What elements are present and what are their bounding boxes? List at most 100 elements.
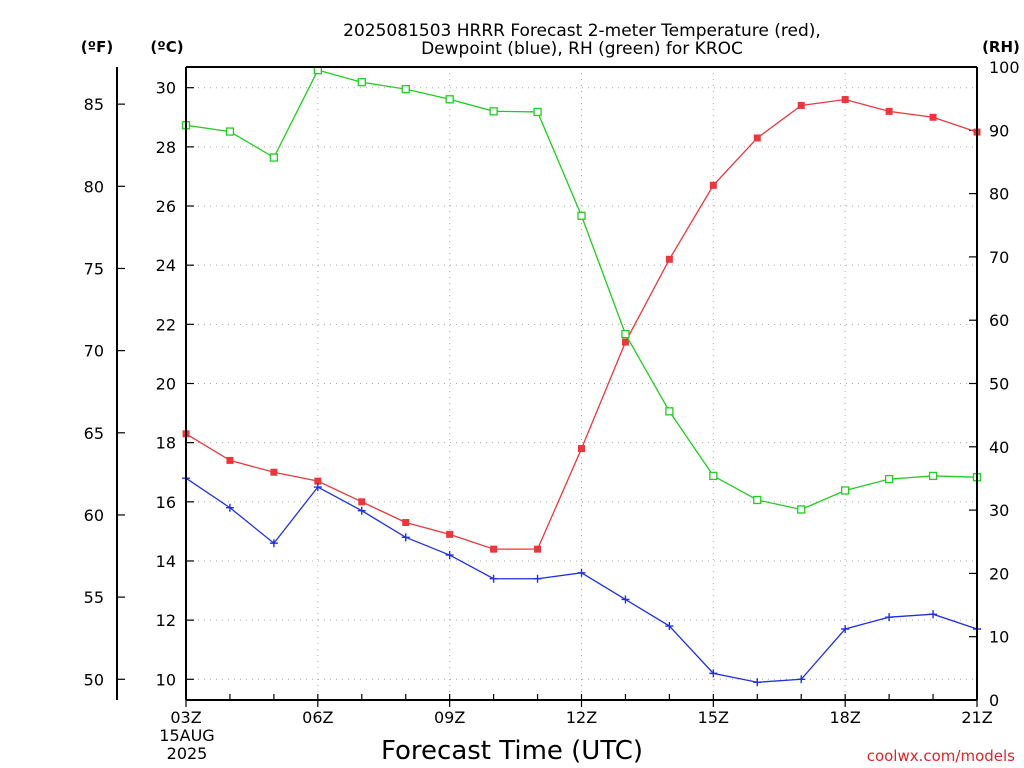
dewpoint-point: [709, 669, 718, 678]
grid-lines: [186, 67, 977, 700]
time-tick-label: 09Z: [434, 708, 465, 727]
temperature-point: [534, 545, 542, 553]
temperature-point: [665, 255, 673, 263]
rh-point: [577, 211, 586, 220]
fahrenheit-tick-label: 75: [84, 259, 104, 278]
celsius-tick-label: 26: [156, 197, 176, 216]
time-tick-label: 03Z: [170, 708, 201, 727]
celsius-tick-label: 10: [156, 670, 176, 689]
celsius-tick-label: 22: [156, 315, 176, 334]
dewpoint-point: [621, 595, 630, 604]
credit-link[interactable]: coolwx.com/models: [867, 747, 1015, 765]
chart-title-line-1: 2025081503 HRRR Forecast 2-meter Tempera…: [343, 21, 821, 41]
dewpoint-point: [269, 539, 278, 548]
dewpoint-point: [401, 533, 410, 542]
dewpoint-point: [533, 574, 542, 583]
fahrenheit-tick-label: 50: [84, 670, 104, 689]
dewpoint-point: [841, 625, 850, 634]
rh-point: [928, 471, 938, 481]
rh-tick-label: 70: [989, 248, 1009, 267]
rh-point: [665, 407, 674, 416]
celsius-tick-label: 18: [156, 434, 176, 453]
temperature-point: [490, 545, 498, 553]
time-tick-label: 06Z: [302, 708, 333, 727]
temperature-point: [797, 101, 805, 109]
time-tick-label: 12Z: [566, 708, 597, 727]
time-tick-label: 21Z: [961, 708, 992, 727]
rh-point: [489, 107, 498, 116]
rh-point: [357, 78, 366, 87]
rh-tick-label: 0: [989, 691, 999, 710]
rh-point: [709, 471, 718, 481]
dewpoint-point: [665, 622, 674, 631]
date-label-day: 15AUG: [159, 726, 214, 745]
temperature-point: [578, 445, 585, 453]
rh-point: [401, 85, 410, 94]
fahrenheit-axis: 50 55 60 65 70 75 80 85: [84, 95, 125, 689]
temperature-point: [270, 468, 278, 476]
rh-tick-label: 60: [989, 311, 1009, 330]
temperature-point: [226, 456, 234, 464]
rh-tick-label: 30: [989, 501, 1009, 520]
dewpoint-point: [885, 613, 894, 622]
celsius-tick-label: 24: [156, 256, 176, 275]
fahrenheit-unit-label: (ºF): [81, 38, 113, 56]
temperature-point: [314, 477, 322, 485]
celsius-tick-label: 28: [156, 138, 176, 157]
celsius-tick-label: 30: [156, 79, 176, 98]
rh-axis: 0 10 20 30 40 50 60 70 80 90 100: [969, 58, 1020, 710]
celsius-axis: 10 12 14 16 18 20 22 24 26 28 30: [156, 79, 194, 689]
dewpoint-point: [929, 610, 938, 619]
temperature-point: [402, 519, 410, 527]
dewpoint-line: [185, 477, 978, 683]
fahrenheit-tick-label: 60: [84, 506, 104, 525]
rh-point: [533, 107, 542, 117]
rh-tick-label: 100: [989, 58, 1020, 77]
fahrenheit-tick-label: 80: [84, 177, 104, 196]
rh-tick-label: 10: [989, 628, 1009, 647]
dewpoint-point: [313, 483, 322, 492]
celsius-tick-label: 12: [156, 611, 176, 630]
rh-point: [884, 474, 894, 484]
rh-unit-label: (RH): [982, 38, 1020, 56]
rh-tick-label: 40: [989, 438, 1009, 457]
celsius-tick-label: 20: [156, 375, 176, 394]
fahrenheit-tick-label: 85: [84, 95, 104, 114]
fahrenheit-tick-label: 55: [84, 588, 104, 607]
rh-point: [445, 95, 454, 104]
data-series: [181, 66, 982, 687]
rh-tick-label: 80: [989, 185, 1009, 204]
dewpoint-point: [489, 574, 498, 583]
rh-tick-label: 50: [989, 375, 1009, 394]
time-axis: 03Z 06Z 09Z 12Z 15Z 18Z 21Z: [170, 694, 993, 727]
celsius-unit-label: (ºC): [150, 38, 183, 56]
temperature-point: [358, 498, 366, 506]
rh-tick-label: 20: [989, 564, 1009, 583]
date-label-year: 2025: [167, 744, 208, 763]
dewpoint-point: [225, 503, 234, 512]
dewpoint-point: [797, 675, 806, 684]
fahrenheit-tick-label: 65: [84, 424, 104, 443]
temperature-point: [621, 338, 629, 346]
temperature-point: [929, 113, 937, 121]
rh-point: [753, 495, 762, 505]
fahrenheit-tick-label: 70: [84, 342, 104, 361]
temperature-point: [709, 181, 717, 189]
temperature-point: [753, 134, 761, 142]
rh-point: [621, 329, 630, 339]
x-axis-title: Forecast Time (UTC): [381, 736, 643, 766]
rh-point: [225, 127, 235, 136]
temperature-point: [841, 96, 849, 104]
rh-point: [797, 505, 806, 514]
dewpoint-point: [753, 678, 762, 687]
rh-point: [269, 153, 279, 162]
celsius-tick-label: 14: [156, 552, 176, 571]
dewpoint-point: [357, 506, 366, 515]
celsius-tick-label: 16: [156, 493, 176, 512]
time-tick-label: 15Z: [698, 708, 729, 727]
dewpoint-point: [577, 568, 586, 577]
temperature-point: [446, 530, 454, 538]
temperature-point: [885, 107, 893, 115]
rh-point: [841, 486, 850, 495]
